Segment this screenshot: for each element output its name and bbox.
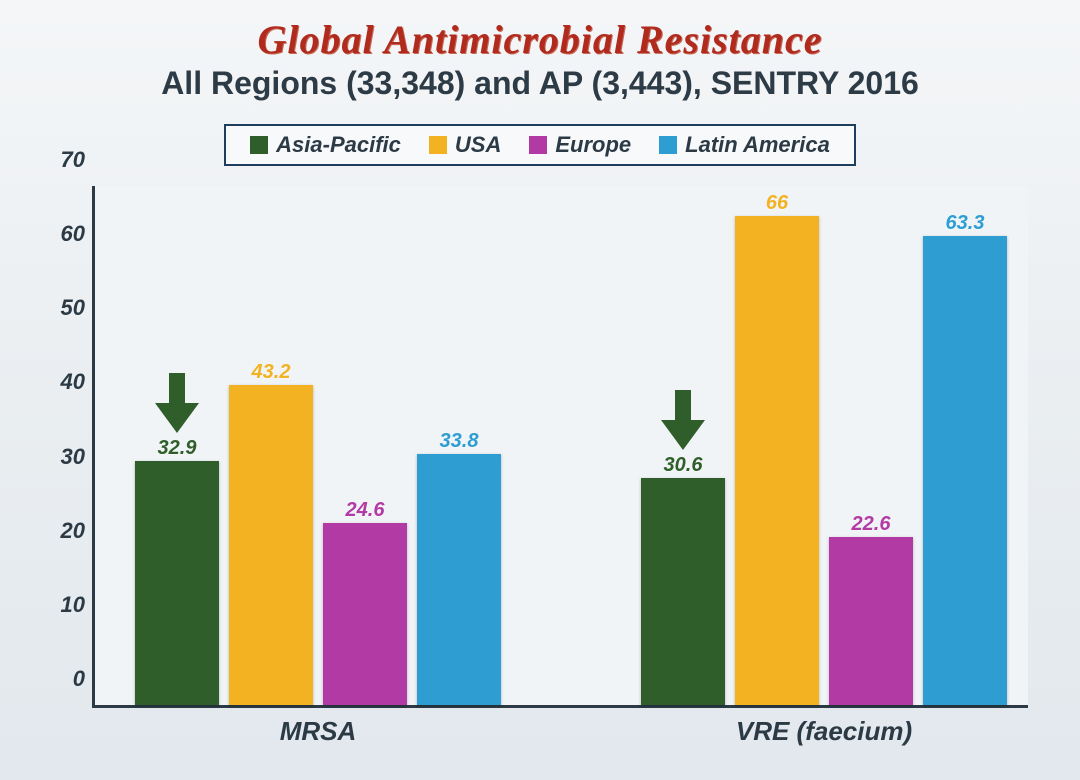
legend-item: Asia-Pacific xyxy=(250,132,401,158)
bar: 43.2 xyxy=(229,385,313,705)
legend-swatch xyxy=(250,136,268,154)
bar: 30.6 xyxy=(641,478,725,705)
y-tick-label: 30 xyxy=(43,444,85,470)
bar-value-label: 24.6 xyxy=(323,499,407,522)
chart-area: 01020304050607032.943.224.633.8MRSA30.66… xyxy=(28,180,1052,760)
legend: Asia-Pacific USA Europe Latin America xyxy=(224,124,856,166)
bar-group: 32.943.224.633.8MRSA xyxy=(135,186,501,705)
category-label: MRSA xyxy=(135,716,501,747)
legend-label: Europe xyxy=(555,132,631,158)
bar-value-label: 66 xyxy=(735,192,819,215)
bar-value-label: 32.9 xyxy=(135,437,219,460)
y-tick-label: 10 xyxy=(43,592,85,618)
legend-item: Europe xyxy=(529,132,631,158)
chart-subtitle: All Regions (33,348) and AP (3,443), SEN… xyxy=(28,65,1052,102)
y-tick-label: 40 xyxy=(43,369,85,395)
bar: 66 xyxy=(735,216,819,705)
y-tick-label: 60 xyxy=(43,221,85,247)
bar: 63.3 xyxy=(923,236,1007,705)
y-tick-label: 50 xyxy=(43,295,85,321)
y-tick-label: 20 xyxy=(43,518,85,544)
legend-label: Latin America xyxy=(685,132,830,158)
legend-swatch xyxy=(429,136,447,154)
bar-value-label: 33.8 xyxy=(417,430,501,453)
bar-value-label: 63.3 xyxy=(923,212,1007,235)
bar-value-label: 43.2 xyxy=(229,361,313,384)
down-arrow-icon xyxy=(661,390,705,450)
legend-label: USA xyxy=(455,132,501,158)
bar-value-label: 30.6 xyxy=(641,454,725,477)
y-tick-label: 70 xyxy=(43,147,85,173)
legend-swatch xyxy=(529,136,547,154)
slide: Global Antimicrobial Resistance All Regi… xyxy=(0,0,1080,780)
bar: 22.6 xyxy=(829,537,913,705)
legend-label: Asia-Pacific xyxy=(276,132,401,158)
chart-title: Global Antimicrobial Resistance xyxy=(28,16,1052,63)
bar-chart: 01020304050607032.943.224.633.8MRSA30.66… xyxy=(92,186,1028,708)
legend-item: Latin America xyxy=(659,132,830,158)
legend-swatch xyxy=(659,136,677,154)
legend-item: USA xyxy=(429,132,501,158)
category-label: VRE (faecium) xyxy=(641,716,1007,747)
y-tick-label: 0 xyxy=(43,666,85,692)
bar: 32.9 xyxy=(135,461,219,705)
down-arrow-icon xyxy=(155,373,199,433)
bar: 24.6 xyxy=(323,523,407,705)
bar: 33.8 xyxy=(417,454,501,705)
bar-value-label: 22.6 xyxy=(829,513,913,536)
